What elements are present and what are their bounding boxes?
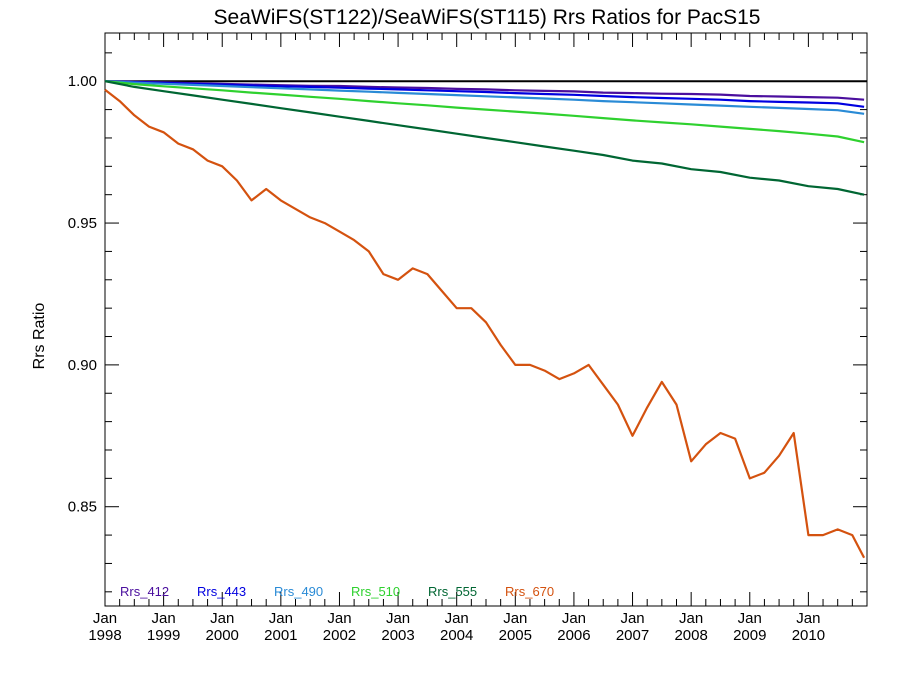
series-line-rrs-510 <box>104 80 865 144</box>
x-tick-month: Jan <box>93 610 117 627</box>
x-tick-month: Jan <box>738 610 762 627</box>
legend-entry-rrs-670: Rrs_670 <box>505 584 554 599</box>
x-tick-labels: Jan1998Jan1999Jan2000Jan2001Jan2002Jan20… <box>88 610 825 644</box>
series-line-rrs-443 <box>104 80 865 108</box>
x-tick-month: Jan <box>562 610 586 627</box>
tick-marks <box>104 33 867 606</box>
x-tick-year: 2004 <box>440 627 473 644</box>
legend-entry-rrs-555: Rrs_555 <box>428 584 477 599</box>
x-tick-month: Jan <box>796 610 820 627</box>
y-tick-label: 0.95 <box>68 215 97 232</box>
x-tick-month: Jan <box>152 610 176 627</box>
series-line-rrs-555 <box>104 80 865 196</box>
x-tick-year: 2000 <box>206 627 239 644</box>
legend-entry-rrs-490: Rrs_490 <box>274 584 323 599</box>
x-tick-month: Jan <box>210 610 234 627</box>
x-tick-month: Jan <box>503 610 527 627</box>
legend-entry-rrs-443: Rrs_443 <box>197 584 246 599</box>
x-tick-year: 2002 <box>323 627 356 644</box>
x-tick-year: 2005 <box>499 627 532 644</box>
x-tick-year: 2009 <box>733 627 766 644</box>
plot-frame <box>104 32 868 607</box>
legend: Rrs_412 Rrs_443 Rrs_490 Rrs_510 Rrs_555 Rrs_6… <box>120 584 554 599</box>
x-tick-month: Jan <box>620 610 644 627</box>
y-axis-label: Rrs Ratio <box>31 303 48 370</box>
chart-title: SeaWiFS(ST122)/SeaWiFS(ST115) Rrs Ratios… <box>214 6 761 29</box>
x-tick-year: 1999 <box>147 627 180 644</box>
x-tick-month: Jan <box>327 610 351 627</box>
y-tick-label: 0.85 <box>68 499 97 516</box>
x-tick-month: Jan <box>269 610 293 627</box>
x-tick-year: 2010 <box>792 627 825 644</box>
x-tick-year: 2001 <box>264 627 297 644</box>
series-layer <box>104 80 867 559</box>
x-tick-year: 2006 <box>557 627 590 644</box>
x-tick-year: 2007 <box>616 627 649 644</box>
legend-entry-rrs-510: Rrs_510 <box>351 584 400 599</box>
series-line-rrs-490 <box>104 80 865 115</box>
legend-entry-rrs-412: Rrs_412 <box>120 584 169 599</box>
x-tick-month: Jan <box>679 610 703 627</box>
y-tick-label: 1.00 <box>68 73 97 90</box>
x-tick-year: 2003 <box>381 627 414 644</box>
x-tick-month: Jan <box>445 610 469 627</box>
x-tick-year: 2008 <box>674 627 707 644</box>
y-tick-labels: 0.85 0.90 0.95 1.00 <box>68 73 97 515</box>
x-tick-year: 1998 <box>88 627 121 644</box>
series-line-rrs-670 <box>104 88 866 559</box>
x-tick-month: Jan <box>386 610 410 627</box>
y-tick-label: 0.90 <box>68 357 97 374</box>
